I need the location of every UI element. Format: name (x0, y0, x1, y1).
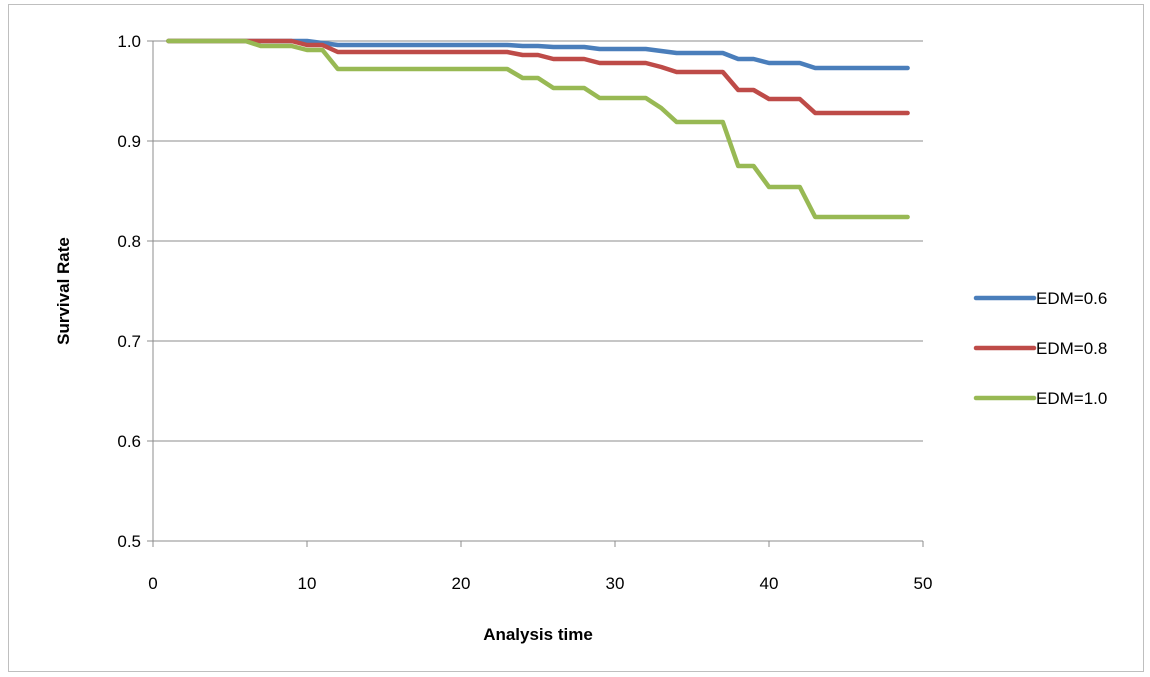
series-line-2 (166, 38, 910, 116)
chart-frame (8, 4, 1144, 672)
x-tick-label: 40 (760, 574, 779, 593)
y-tick-label: 0.6 (117, 432, 141, 451)
series-lines (166, 38, 910, 220)
legend-label-1: EDM=0.6 (1036, 289, 1107, 308)
y-tick-label: 0.7 (117, 332, 141, 351)
series-line-3 (166, 38, 910, 220)
legend-label-2: EDM=0.8 (1036, 339, 1107, 358)
x-axis-title: Analysis time (483, 625, 593, 644)
x-tick-label: 50 (914, 574, 933, 593)
y-tick-label: 0.9 (117, 132, 141, 151)
y-axis-title: Survival Rate (54, 237, 73, 345)
x-tick-label: 0 (148, 574, 157, 593)
legend-label-3: EDM=1.0 (1036, 389, 1107, 408)
x-tick-label: 10 (298, 574, 317, 593)
series-line-1 (166, 38, 910, 71)
y-tick-label: 0.5 (117, 532, 141, 551)
legend: EDM=0.6 EDM=0.8 EDM=1.0 (973, 289, 1107, 408)
axes: 0.5 0.6 0.7 0.8 0.9 1.0 0 10 20 30 40 50 (117, 32, 932, 593)
y-tick-label: 0.8 (117, 232, 141, 251)
gridlines (153, 40, 923, 442)
x-tick-label: 20 (452, 574, 471, 593)
y-tick-label: 1.0 (117, 32, 141, 51)
x-tick-label: 30 (606, 574, 625, 593)
